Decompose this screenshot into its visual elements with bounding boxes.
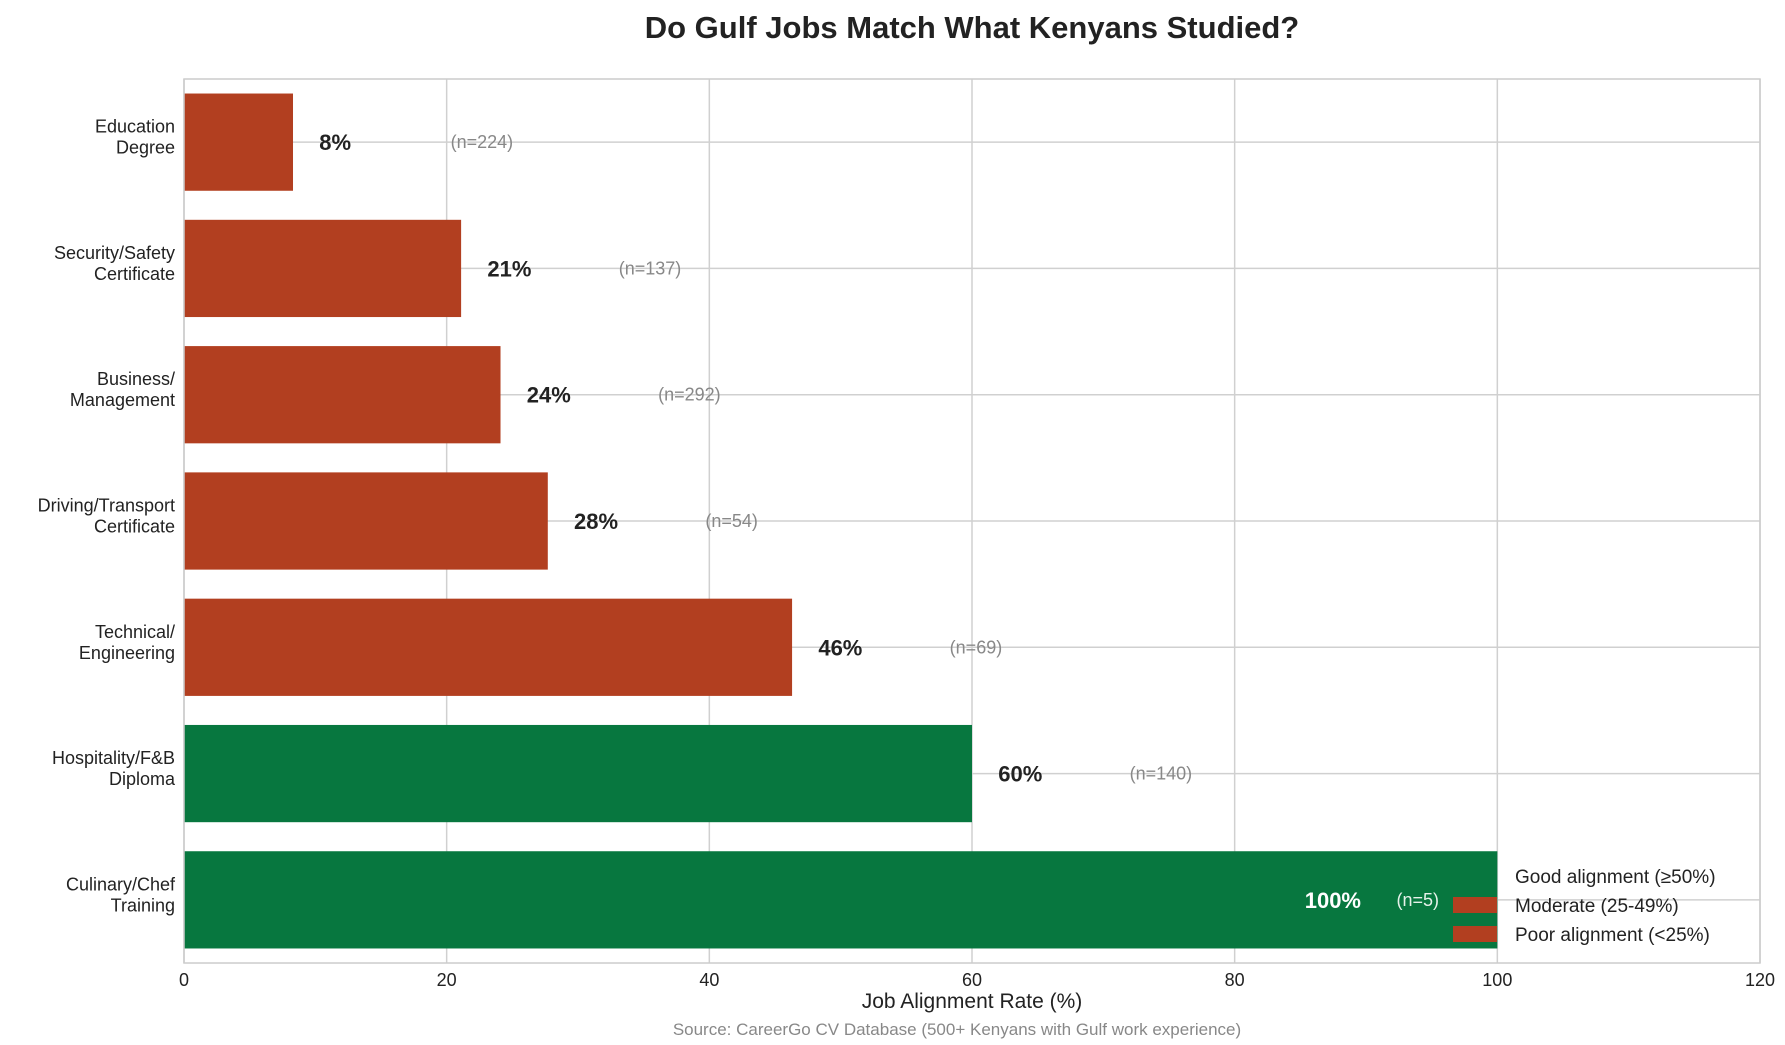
legend-swatch: [1453, 897, 1497, 913]
x-tick-label: 20: [437, 970, 457, 990]
x-tick-label: 0: [179, 970, 189, 990]
source-note: Source: CareerGo CV Database (500+ Kenya…: [673, 1020, 1241, 1039]
bar: [184, 472, 548, 570]
legend-swatch: [1453, 868, 1497, 884]
y-tick-label: Security/Safety: [54, 243, 175, 263]
y-tick-label: Training: [111, 895, 175, 915]
x-tick-label: 60: [962, 970, 982, 990]
x-tick-label: 100: [1482, 970, 1512, 990]
value-label: 28%: [574, 509, 618, 534]
y-tick-label: Driving/Transport: [38, 496, 175, 516]
chart-title: Do Gulf Jobs Match What Kenyans Studied?: [645, 10, 1299, 45]
bar: [184, 851, 1498, 949]
sample-size-label: (n=140): [1130, 764, 1193, 784]
y-tick-label: Technical/: [95, 622, 175, 642]
plot-frame: [183, 78, 1761, 964]
sample-size-label: (n=292): [658, 385, 721, 405]
bar: [184, 724, 972, 823]
value-label: 60%: [998, 762, 1042, 787]
value-label: 8%: [319, 130, 351, 155]
y-tick-label: Education: [95, 117, 175, 137]
x-tick-label: 80: [1225, 970, 1245, 990]
bar: [184, 598, 793, 696]
y-tick-label: Diploma: [109, 769, 176, 789]
y-tick-label: Management: [70, 390, 175, 410]
value-label: 46%: [818, 635, 862, 660]
y-tick-label: Certificate: [94, 264, 175, 284]
y-tick-label: Hospitality/F&B: [52, 748, 175, 768]
x-tick-label: 40: [699, 970, 719, 990]
y-tick-label: Business/: [97, 369, 175, 389]
bar: [184, 93, 294, 191]
value-label: 24%: [527, 383, 571, 408]
legend-swatch: [1453, 926, 1497, 942]
legend-label: Moderate (25-49%): [1515, 896, 1679, 917]
y-tick-label: Engineering: [79, 643, 175, 663]
x-axis-label: Job Alignment Rate (%): [862, 990, 1083, 1013]
y-tick-label: Degree: [116, 138, 175, 158]
sample-size-label: (n=5): [1396, 890, 1439, 910]
bar: [184, 346, 501, 444]
sample-size-label: (n=224): [451, 132, 514, 152]
legend-label: Poor alignment (<25%): [1515, 925, 1710, 946]
value-label: 21%: [487, 256, 531, 281]
legend: Good alignment (≥50%) Moderate (25-49%) Po…: [1453, 867, 1716, 946]
bar: [184, 219, 462, 318]
y-tick-label: Culinary/Chef: [66, 874, 176, 894]
legend-label: Good alignment (≥50%): [1515, 867, 1716, 888]
x-tick-label: 120: [1745, 970, 1775, 990]
y-tick-label: Certificate: [94, 517, 175, 537]
sample-size-label: (n=54): [705, 511, 758, 531]
sample-size-label: (n=69): [950, 637, 1003, 657]
value-label: 100%: [1305, 888, 1361, 913]
sample-size-label: (n=137): [619, 258, 682, 278]
